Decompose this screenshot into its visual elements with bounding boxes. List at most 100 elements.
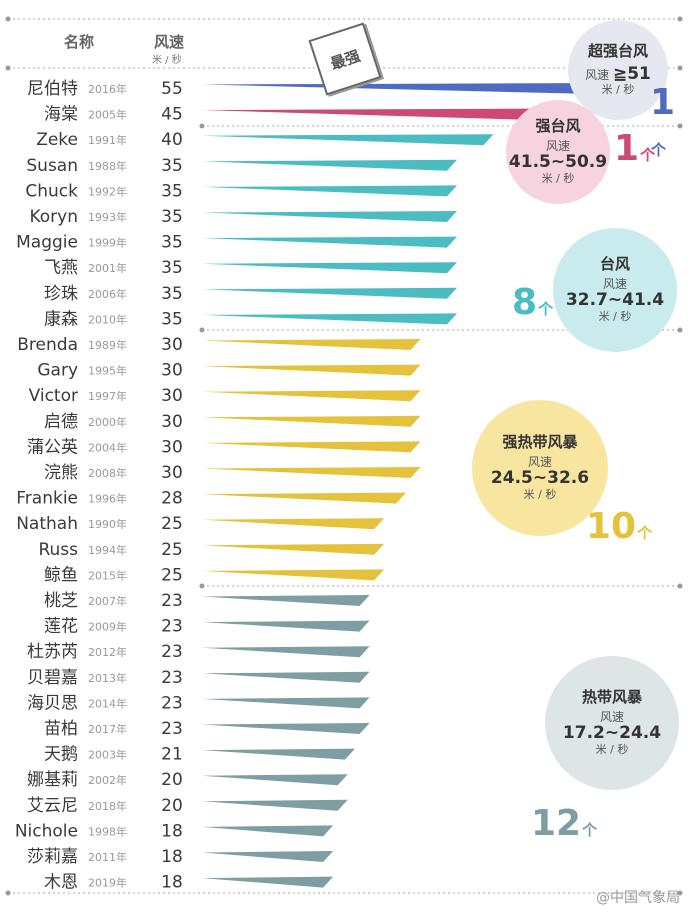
typhoon-count: 8个 xyxy=(512,282,553,323)
storm-year: 1988年 xyxy=(88,159,127,173)
storm-year: 2012年 xyxy=(88,645,127,659)
count-value: 8 xyxy=(512,282,538,323)
speed-range: 17.2~24.4 xyxy=(562,723,662,744)
storm-name: 飞燕 xyxy=(44,258,78,278)
speed-value: 21 xyxy=(161,745,183,765)
count-value: 1 xyxy=(614,128,640,169)
storm-year: 2010年 xyxy=(88,312,127,326)
storm-name: Frankie xyxy=(16,489,78,509)
wind-bar xyxy=(202,671,370,683)
speed-range: 41.5~50.9 xyxy=(508,152,608,173)
wind-bar xyxy=(202,159,457,171)
storm-name: 娜基莉 xyxy=(27,770,78,790)
speed-value: 35 xyxy=(161,309,183,329)
watermark: @中国气象局 xyxy=(596,890,680,906)
storm-name: 海棠 xyxy=(44,105,78,125)
speed-value: 23 xyxy=(161,719,183,739)
wind-bar xyxy=(202,467,421,478)
speed-value: 25 xyxy=(161,540,183,560)
count-unit: 个 xyxy=(582,821,598,839)
count-unit: 个 xyxy=(651,141,667,159)
storm-name: Zeke xyxy=(36,130,78,150)
wind-bar xyxy=(202,364,421,376)
category-speed-line: 风速 ≧51 xyxy=(585,63,651,85)
wind-bar xyxy=(202,851,334,862)
storm-name: 杜苏芮 xyxy=(27,642,78,662)
storm-year: 2008年 xyxy=(88,466,127,480)
storm-year: 1997年 xyxy=(88,389,127,403)
speed-unit: 米 / 秒 xyxy=(541,171,575,185)
storm-name: 鲸鱼 xyxy=(44,565,78,585)
wind-bar xyxy=(202,620,370,632)
speed-value: 30 xyxy=(161,386,183,406)
wind-bar xyxy=(202,697,370,709)
storm-year: 2007年 xyxy=(88,594,127,608)
storm-name: 苗柏 xyxy=(44,719,78,739)
speed-label: 风速 xyxy=(585,67,610,82)
storm-name: 浣熊 xyxy=(44,463,78,483)
storm-year: 2013年 xyxy=(88,671,127,685)
wind-bar xyxy=(202,876,334,888)
wind-bar xyxy=(202,415,421,427)
severe-tropical-storm-count: 10个 xyxy=(586,506,652,547)
storm-name: Gary xyxy=(37,361,78,381)
speed-unit: 米 / 秒 xyxy=(595,742,629,756)
wind-bar xyxy=(202,313,457,325)
speed-range: 32.7~41.4 xyxy=(565,290,665,311)
storm-year: 2005年 xyxy=(88,108,127,122)
separator-dot xyxy=(5,65,11,71)
storm-name: 启德 xyxy=(44,412,78,432)
speed-range: 24.5~32.6 xyxy=(490,468,590,489)
storm-year: 1995年 xyxy=(88,364,127,378)
speed-unit: 米 / 秒 xyxy=(598,309,632,323)
count-value: 1 xyxy=(650,82,676,123)
tropical-storm-count: 12个 xyxy=(531,803,597,844)
storm-name: 康森 xyxy=(44,309,78,329)
speed-value: 23 xyxy=(161,693,183,713)
storm-name: Maggie xyxy=(16,233,78,253)
speed-value: 23 xyxy=(161,668,183,688)
separator-dot xyxy=(677,327,683,333)
tropical-storm-bubble: 热带风暴 风速 17.2~24.4 米 / 秒 xyxy=(545,656,679,790)
speed-value: 23 xyxy=(161,591,183,611)
strong-typhoon-bubble: 强台风 风速 41.5~50.9 米 / 秒 xyxy=(506,100,610,204)
wind-bar xyxy=(202,825,334,837)
separator-dot xyxy=(199,123,205,129)
super-typhoon-bubble: 超强台风 风速 ≧51 米 / 秒 xyxy=(568,20,668,120)
speed-value: 23 xyxy=(161,617,183,637)
speed-value: 18 xyxy=(161,821,183,841)
storm-year: 1998年 xyxy=(88,824,127,838)
storm-year: 1996年 xyxy=(88,492,127,506)
speed-value: 20 xyxy=(161,796,183,816)
count-unit: 个 xyxy=(637,524,653,542)
storm-year: 2006年 xyxy=(88,287,127,301)
storm-name: 艾云尼 xyxy=(27,796,78,816)
storm-name: 天鹅 xyxy=(44,745,78,765)
storm-name: 木恩 xyxy=(44,873,78,893)
wind-bar xyxy=(202,518,385,530)
speed-label: 风速 xyxy=(545,138,570,153)
storm-year: 2003年 xyxy=(88,748,127,762)
storm-name: 海贝思 xyxy=(27,693,78,713)
category-title: 强台风 xyxy=(535,117,581,136)
speed-range: ≧51 xyxy=(612,63,651,84)
storm-name: Russ xyxy=(38,540,78,560)
separator-dot xyxy=(199,583,205,589)
storm-name: 莲花 xyxy=(44,617,78,637)
wind-bar xyxy=(202,134,494,146)
storm-year: 2019年 xyxy=(88,876,127,890)
speed-value: 55 xyxy=(161,79,183,99)
speed-unit: 米 / 秒 xyxy=(601,83,635,97)
speed-label: 风速 xyxy=(602,276,627,291)
speed-value: 35 xyxy=(161,258,183,278)
strong-typhoon-count: 1个 xyxy=(614,128,655,169)
speed-value: 23 xyxy=(161,642,183,662)
storm-year: 2015年 xyxy=(88,568,127,582)
storm-year: 1991年 xyxy=(88,133,127,147)
storm-year: 2000年 xyxy=(88,415,127,429)
wind-bar xyxy=(202,799,348,811)
count-value: 10 xyxy=(586,506,637,547)
separator-dot xyxy=(5,16,11,22)
wind-bar xyxy=(202,569,385,581)
